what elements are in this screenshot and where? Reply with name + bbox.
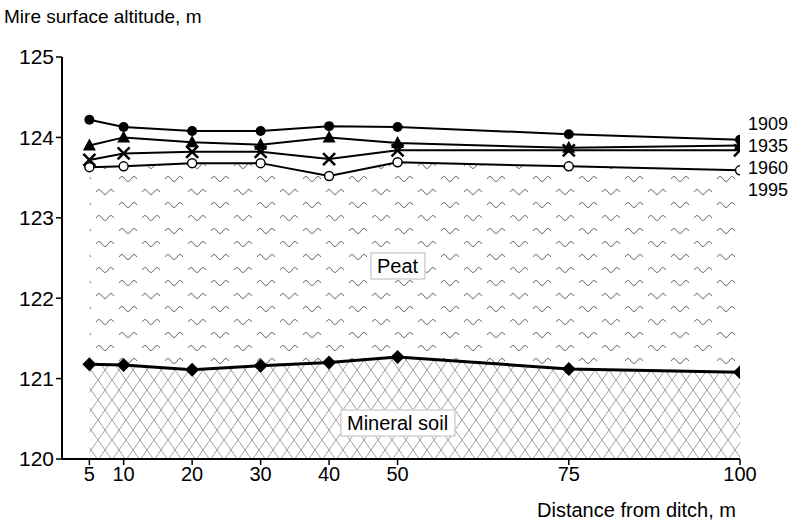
svg-text:20: 20 xyxy=(181,463,203,485)
svg-text:10: 10 xyxy=(113,463,135,485)
html-text:Mineral soil: Mineral soil xyxy=(347,411,449,434)
svg-text:40: 40 xyxy=(318,463,340,485)
svg-text:5: 5 xyxy=(84,463,95,485)
svg-text:121: 121 xyxy=(19,367,54,390)
html-text:1909: 1909 xyxy=(748,114,788,134)
svg-text:124: 124 xyxy=(19,126,54,149)
html-text:1935: 1935 xyxy=(748,136,788,156)
svg-text:Distance from ditch, m: Distance from ditch, m xyxy=(537,499,736,521)
svg-text:50: 50 xyxy=(386,463,408,485)
svg-text:125: 125 xyxy=(19,45,54,68)
svg-text:123: 123 xyxy=(19,206,54,229)
html-text:Mire surface altitude, m: Mire surface altitude, m xyxy=(4,6,202,27)
svg-text:120: 120 xyxy=(19,447,54,470)
html-text:Peat: Peat xyxy=(377,254,419,277)
svg-text:30: 30 xyxy=(249,463,271,485)
svg-text:75: 75 xyxy=(558,463,580,485)
html-text:1995: 1995 xyxy=(748,180,788,200)
html-text:1960: 1960 xyxy=(748,158,788,178)
svg-text:122: 122 xyxy=(19,287,54,310)
svg-text:100: 100 xyxy=(723,463,756,485)
